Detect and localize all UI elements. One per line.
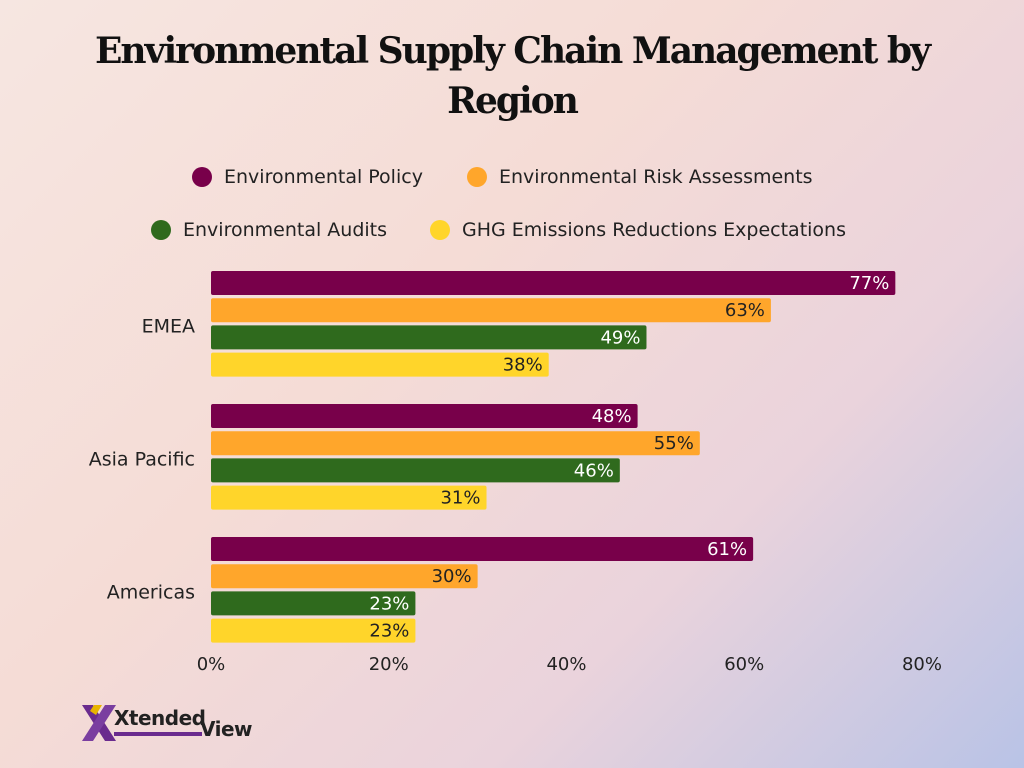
data-label: 61% [707, 539, 747, 560]
legend-item-environmental-audits: Environmental Audits [151, 219, 387, 241]
data-label: 77% [849, 273, 889, 294]
x-tick-label: 20% [369, 654, 409, 675]
x-tick-label: 0% [197, 654, 226, 675]
data-label: 55% [654, 433, 694, 454]
x-logo-icon [82, 705, 116, 741]
legend-dot-icon [192, 167, 212, 187]
category-label: Asia Pacific [89, 448, 195, 470]
bar [211, 591, 416, 616]
bar [211, 537, 754, 561]
brand-logo: Xtended View [80, 703, 265, 743]
bar [211, 485, 487, 510]
legend-label: Environmental Audits [183, 219, 388, 241]
data-label: 38% [503, 355, 543, 376]
data-label: 31% [440, 488, 480, 509]
legend-label: GHG Emissions Reductions Expectations [462, 219, 846, 241]
bar [211, 352, 549, 377]
legend-label: Environmental Risk Assessments [499, 166, 813, 188]
logo-text: View [200, 717, 253, 741]
logo-underline [114, 732, 202, 736]
bar [211, 404, 638, 428]
chart-title: Environmental Supply Chain Management by… [94, 30, 931, 122]
category-label: Americas [107, 581, 195, 603]
legend-item-environmental-policy: Environmental Policy [192, 166, 423, 188]
data-label: 63% [725, 300, 765, 321]
data-label: 46% [574, 460, 614, 481]
legend-item-ghg-emissions: GHG Emissions Reductions Expectations [430, 219, 846, 241]
data-label: 23% [369, 593, 409, 614]
category-label: EMEA [142, 315, 195, 337]
bar [211, 298, 771, 323]
legend-dot-icon [151, 220, 171, 240]
data-label: 49% [600, 327, 640, 348]
legend-dot-icon [430, 220, 450, 240]
bar [211, 325, 647, 350]
legend-label: Environmental Policy [224, 166, 423, 188]
legend-dot-icon [467, 167, 487, 187]
data-label: 30% [432, 566, 472, 587]
legend-item-environmental-risk-assessments: Environmental Risk Assessments [467, 166, 813, 188]
bar [211, 271, 896, 295]
bar [211, 618, 416, 643]
x-tick-label: 80% [902, 654, 942, 675]
bar [211, 564, 478, 589]
x-tick-label: 60% [724, 654, 764, 675]
data-label: 48% [592, 406, 632, 427]
bar [211, 458, 620, 483]
data-label: 23% [369, 621, 409, 642]
x-tick-label: 40% [546, 654, 586, 675]
logo-text: Xtended [114, 706, 206, 730]
bar [211, 431, 700, 456]
